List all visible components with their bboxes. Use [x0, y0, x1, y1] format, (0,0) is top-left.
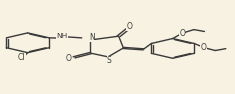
Text: NH: NH: [56, 33, 67, 39]
Text: N: N: [89, 33, 94, 42]
Text: Cl: Cl: [18, 53, 26, 62]
Text: O: O: [200, 43, 206, 52]
Text: O: O: [126, 22, 132, 31]
Text: O: O: [66, 54, 72, 63]
Text: S: S: [107, 56, 112, 65]
Text: O: O: [179, 29, 185, 38]
